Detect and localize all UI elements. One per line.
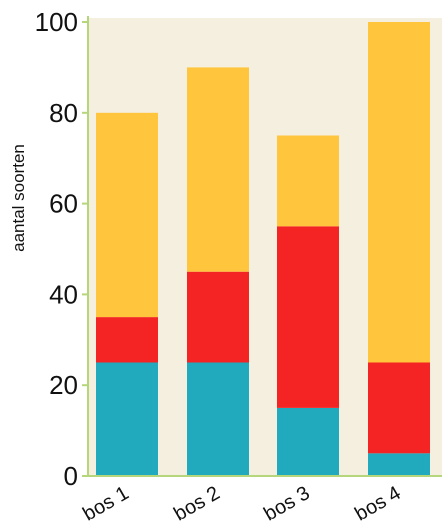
bar-segment-3-2 (277, 226, 339, 408)
bar-segment-1-2 (96, 317, 158, 363)
y-tick-layer: 0 20 40 60 80 100 (35, 7, 88, 491)
bar-segment-1-1 (96, 362, 158, 476)
bar-segment-2-2 (187, 271, 249, 363)
y-tick-label: 60 (49, 189, 78, 219)
bar-segment-1-3 (96, 112, 158, 318)
bar-segment-3-3 (277, 135, 339, 227)
bar-layer (96, 22, 430, 476)
bar-segment-2-1 (187, 362, 249, 476)
x-tick-label: bos 4 (351, 482, 404, 526)
y-tick-label: 100 (35, 7, 78, 37)
bar-segment-4-3 (368, 22, 430, 363)
x-label-layer: bos 1 bos 2 bos 3 bos 4 (79, 482, 404, 526)
bar-segment-3-1 (277, 407, 339, 476)
x-tick-label: bos 1 (79, 482, 132, 526)
bar-segment-4-1 (368, 453, 430, 476)
y-tick-label: 40 (49, 279, 78, 309)
bar-segment-2-3 (187, 67, 249, 272)
y-tick-label: 0 (64, 461, 78, 491)
y-axis-title: aantal soorten (9, 144, 28, 252)
x-tick-label: bos 2 (170, 482, 223, 526)
y-tick-label: 80 (49, 98, 78, 128)
bar-segment-4-2 (368, 362, 430, 454)
x-tick-label: bos 3 (260, 482, 313, 526)
y-tick-label: 20 (49, 370, 78, 400)
